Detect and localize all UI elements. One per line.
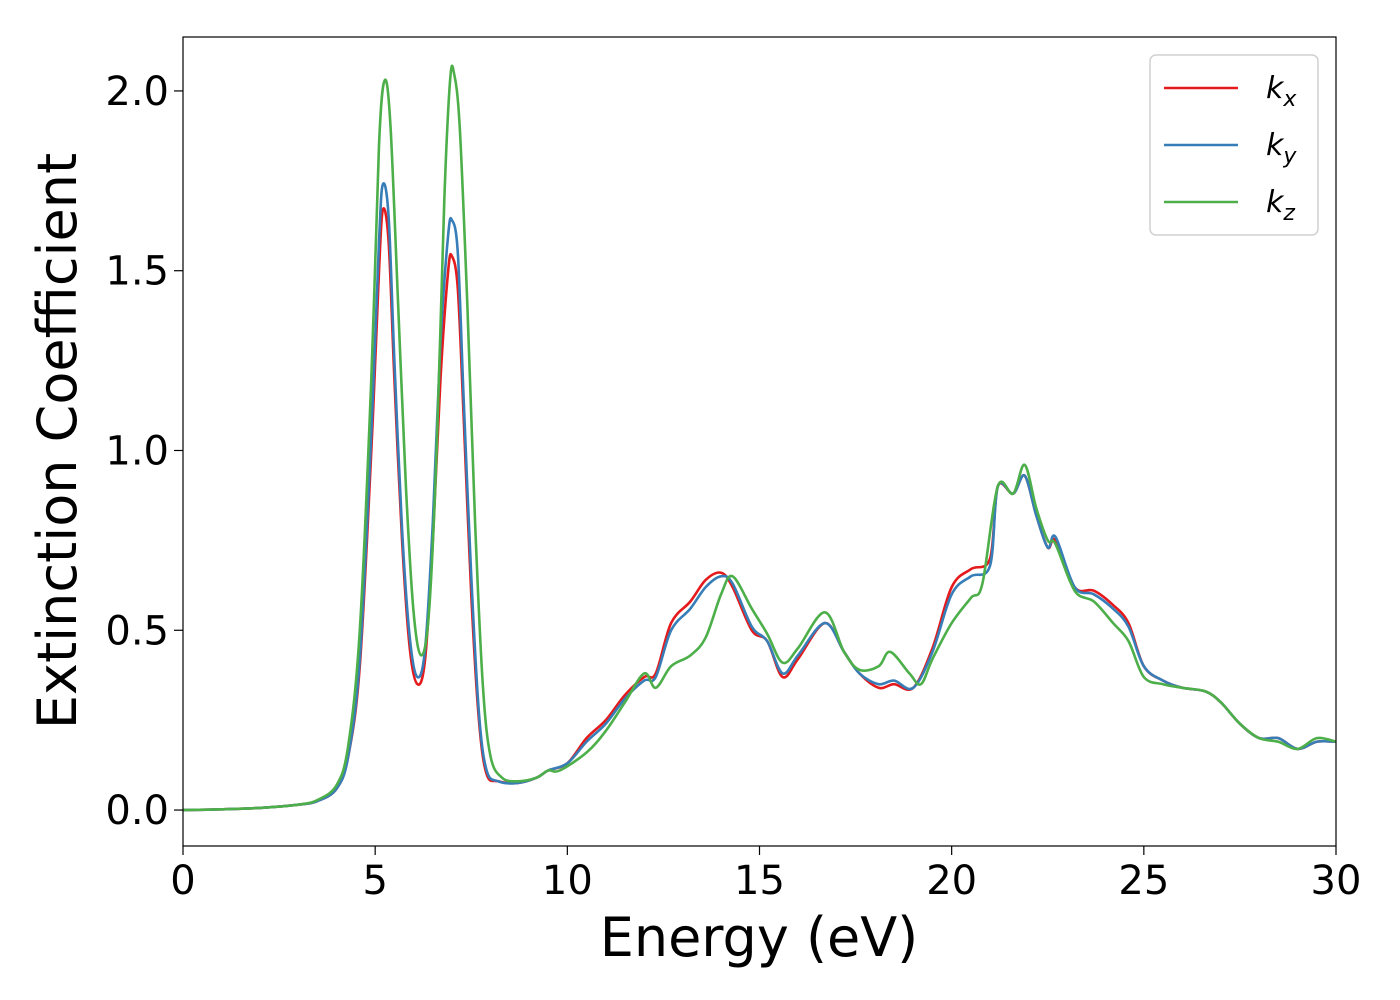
- series-layer: [182, 64, 1337, 812]
- y-tick-label: 1.5: [105, 249, 169, 295]
- series-line-kx: [182, 207, 1337, 812]
- x-tick-label: 10: [542, 858, 593, 904]
- x-axis-label: Energy (eV): [600, 906, 919, 969]
- x-axis: 0 5 10 15 20 25 30: [170, 846, 1361, 904]
- x-tick-label: 5: [362, 858, 387, 904]
- legend-label-ky: ky: [1266, 128, 1297, 169]
- y-tick-label: 0.0: [105, 788, 169, 834]
- series-line-ky: [182, 182, 1337, 812]
- x-tick-label: 30: [1311, 858, 1362, 904]
- legend-label-kx: kx: [1266, 71, 1297, 112]
- y-tick-label: 1.0: [105, 428, 169, 474]
- x-tick-label: 0: [170, 858, 195, 904]
- x-tick-label: 25: [1118, 858, 1169, 904]
- x-tick-label: 20: [926, 858, 977, 904]
- y-tick-label: 2.0: [105, 69, 169, 115]
- legend-label-kz: kz: [1266, 185, 1295, 226]
- y-axis-label: Extinction Coefficient: [26, 153, 89, 729]
- x-tick-label: 15: [734, 858, 785, 904]
- y-axis: 0.0 0.5 1.0 1.5 2.0: [105, 69, 183, 834]
- series-line-kz: [182, 64, 1337, 812]
- legend: kx ky kz: [1149, 54, 1319, 236]
- y-tick-label: 0.5: [105, 608, 169, 654]
